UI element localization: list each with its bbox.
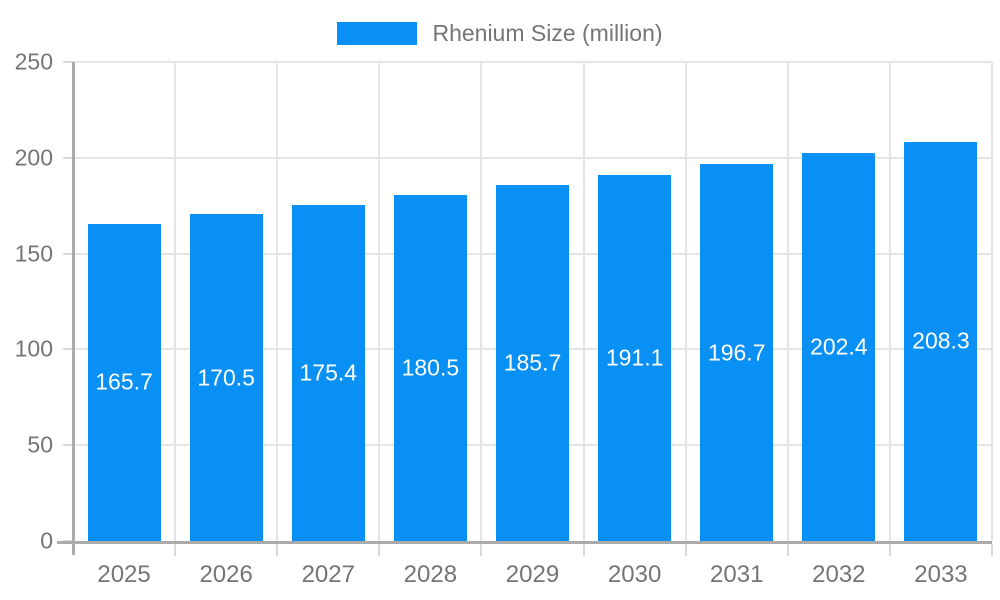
y-axis-tick-label: 0 — [40, 527, 53, 554]
plot-area: 0 50 100 150 200 250 165.7 2025 170.5 2026 175.4 20… — [15, 49, 993, 588]
y-axis-tick-label: 50 — [27, 431, 53, 458]
x-axis-tick-label: 2033 — [914, 561, 968, 588]
bar — [598, 174, 672, 541]
bar-value-label: 165.7 — [95, 368, 153, 395]
x-axis-tick-label: 2031 — [710, 561, 764, 588]
bar — [393, 195, 467, 541]
legend-swatch — [337, 22, 418, 45]
bar — [189, 214, 263, 541]
y-axis-tick-label: 100 — [14, 335, 53, 362]
y-axis-tick — [63, 156, 73, 159]
x-axis-tick-label: 2025 — [97, 561, 151, 588]
legend-label: Rhenium Size (million) — [432, 20, 663, 46]
x-axis-tick — [582, 544, 585, 556]
bar-value-label: 175.4 — [299, 359, 358, 386]
gridline-vertical — [786, 62, 789, 541]
x-axis-tick — [888, 544, 891, 556]
gridline-vertical — [991, 62, 993, 541]
x-axis-tick — [276, 544, 279, 556]
bar-value-label: 170.5 — [197, 364, 255, 391]
bar-value-label: 191.1 — [605, 344, 664, 371]
x-axis-tick — [480, 544, 483, 556]
x-axis-tick — [378, 544, 381, 556]
y-axis-tick — [63, 61, 73, 63]
x-axis-tick-label: 2030 — [607, 561, 662, 588]
gridline-vertical — [582, 62, 585, 541]
gridline-vertical — [174, 62, 177, 541]
bar — [87, 223, 161, 541]
x-axis-line — [57, 541, 992, 544]
y-axis-tick — [63, 252, 73, 255]
gridline-horizontal — [73, 61, 992, 63]
gridline-vertical — [378, 62, 381, 541]
x-axis-tick — [991, 544, 993, 556]
bar-value-label: 202.4 — [810, 333, 868, 360]
x-axis-tick — [684, 544, 687, 556]
x-axis-tick — [174, 544, 177, 556]
x-axis-tick-label: 2027 — [301, 561, 355, 588]
gridline-vertical — [888, 62, 891, 541]
y-axis-tick — [63, 444, 73, 447]
gridline-vertical — [684, 62, 687, 541]
bar-value-label: 208.3 — [912, 327, 970, 354]
y-axis-tick-label: 200 — [14, 144, 53, 171]
x-axis-tick-label: 2028 — [403, 561, 458, 588]
x-axis-tick — [786, 544, 789, 556]
x-axis-tick-label: 2029 — [505, 561, 560, 588]
gridline-vertical — [480, 62, 483, 541]
gridline-vertical — [276, 62, 279, 541]
bar-value-label: 180.5 — [401, 354, 460, 381]
x-axis-tick-label: 2026 — [199, 561, 253, 588]
bar — [700, 164, 774, 541]
y-axis-tick-label: 250 — [14, 48, 53, 75]
y-axis-tick — [63, 348, 73, 351]
bar-value-label: 196.7 — [707, 339, 766, 366]
bar — [802, 153, 876, 541]
bar — [291, 204, 365, 541]
y-axis-tick-label: 150 — [14, 240, 53, 267]
gridline-horizontal — [73, 156, 992, 159]
bar — [496, 185, 569, 541]
bar — [904, 141, 978, 541]
y-axis-line — [72, 62, 75, 555]
bar-value-label: 185.7 — [503, 349, 562, 376]
x-axis-tick-label: 2032 — [812, 561, 866, 588]
legend[interactable]: Rhenium Size (million) — [0, 20, 1000, 47]
